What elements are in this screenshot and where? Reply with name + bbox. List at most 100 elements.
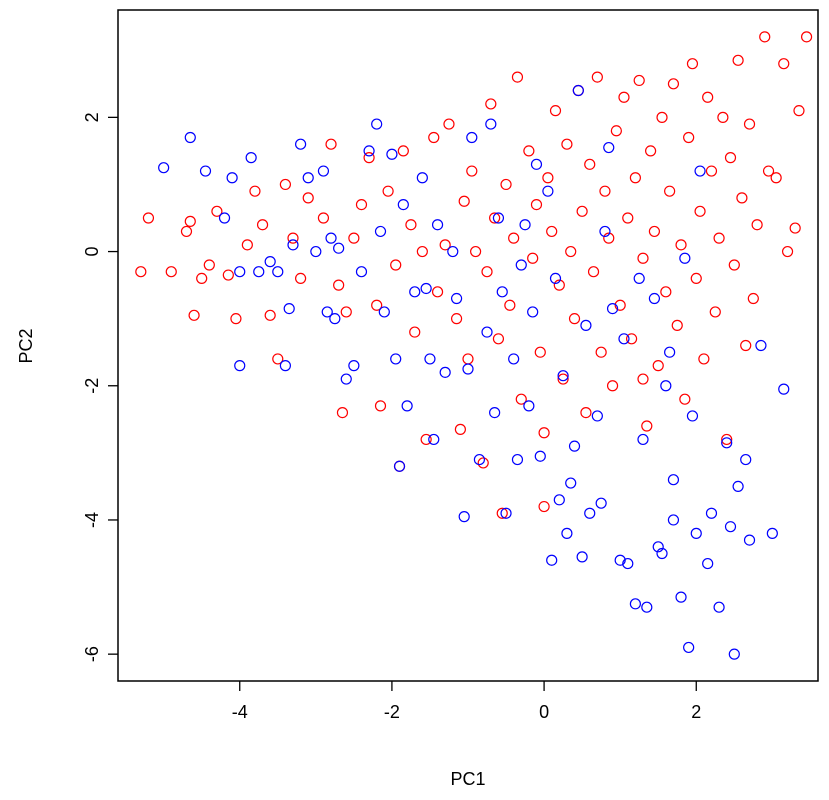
data-point <box>492 333 505 345</box>
data-point <box>778 383 790 395</box>
data-point <box>584 507 596 519</box>
data-point <box>405 219 417 231</box>
data-point <box>500 507 512 519</box>
data-point <box>371 299 383 311</box>
data-point <box>766 527 778 539</box>
y-tick-label: 0 <box>82 247 102 257</box>
data-point <box>450 292 463 305</box>
data-point <box>470 245 482 258</box>
data-point <box>158 162 170 174</box>
data-point <box>606 380 619 392</box>
data-point <box>721 433 733 446</box>
data-point <box>485 118 497 130</box>
data-point <box>340 306 352 318</box>
data-point <box>633 74 645 87</box>
data-point <box>401 400 413 412</box>
data-point <box>473 453 486 466</box>
data-point <box>203 259 215 271</box>
data-point <box>728 648 740 660</box>
data-point <box>447 245 459 258</box>
data-point <box>439 366 451 378</box>
data-point <box>648 292 661 305</box>
data-point <box>458 195 470 207</box>
data-point <box>241 239 253 251</box>
data-point <box>622 557 634 570</box>
plot-frame <box>117 9 819 682</box>
data-point <box>755 339 767 352</box>
data-point <box>397 198 409 211</box>
data-point <box>595 346 607 358</box>
data-point <box>511 453 524 466</box>
data-point <box>683 641 695 654</box>
data-point <box>587 266 600 278</box>
data-point <box>272 353 284 365</box>
data-point <box>675 239 687 251</box>
x-tick-label: 2 <box>691 702 701 722</box>
data-point <box>664 185 676 197</box>
x-tick-label: -4 <box>232 702 248 722</box>
data-point <box>717 111 729 123</box>
data-point <box>256 219 269 231</box>
data-point <box>348 232 360 244</box>
data-point <box>222 269 234 281</box>
data-point <box>196 272 208 284</box>
data-point <box>283 302 295 315</box>
data-point <box>660 286 672 298</box>
data-point <box>546 225 558 238</box>
data-point <box>572 84 584 97</box>
data-point <box>279 178 291 191</box>
data-point <box>709 306 721 318</box>
data-point <box>458 511 470 523</box>
data-point <box>614 299 626 311</box>
data-point <box>675 591 687 603</box>
data-point <box>770 172 782 184</box>
data-point <box>557 370 569 382</box>
data-point <box>656 111 668 123</box>
data-point <box>793 105 805 117</box>
data-point <box>565 477 577 489</box>
data-point <box>371 118 383 130</box>
data-point <box>390 353 402 365</box>
data-point <box>325 138 337 150</box>
data-point <box>515 259 527 271</box>
data-point <box>496 507 508 519</box>
data-point <box>580 407 592 419</box>
data-point <box>355 198 368 211</box>
data-point <box>439 239 451 251</box>
data-point <box>264 256 276 268</box>
data-point <box>743 118 756 130</box>
data-point <box>580 319 592 331</box>
data-point <box>363 145 375 157</box>
data-point <box>481 326 493 338</box>
data-point <box>302 192 314 204</box>
data-point <box>591 410 603 422</box>
data-point <box>656 547 668 560</box>
data-point <box>538 427 550 439</box>
x-axis-label: PC1 <box>450 769 485 789</box>
data-point <box>637 433 649 446</box>
data-point <box>420 433 432 446</box>
data-point <box>576 551 588 563</box>
data-point <box>180 225 193 238</box>
data-point <box>500 178 512 191</box>
data-point <box>667 78 680 90</box>
data-point <box>218 212 231 224</box>
data-point <box>527 306 539 318</box>
data-point <box>705 165 718 177</box>
data-point <box>595 497 607 509</box>
data-point <box>606 302 619 315</box>
data-point <box>340 373 352 385</box>
data-point <box>409 326 421 338</box>
data-point <box>382 185 394 197</box>
data-point <box>443 118 455 130</box>
data-point <box>466 131 478 144</box>
data-point <box>800 31 813 43</box>
data-point <box>226 172 238 184</box>
data-point <box>489 407 501 419</box>
data-point <box>591 71 603 83</box>
data-point <box>397 145 409 157</box>
data-point <box>629 172 641 184</box>
data-point <box>466 165 478 177</box>
data-point <box>135 266 147 278</box>
